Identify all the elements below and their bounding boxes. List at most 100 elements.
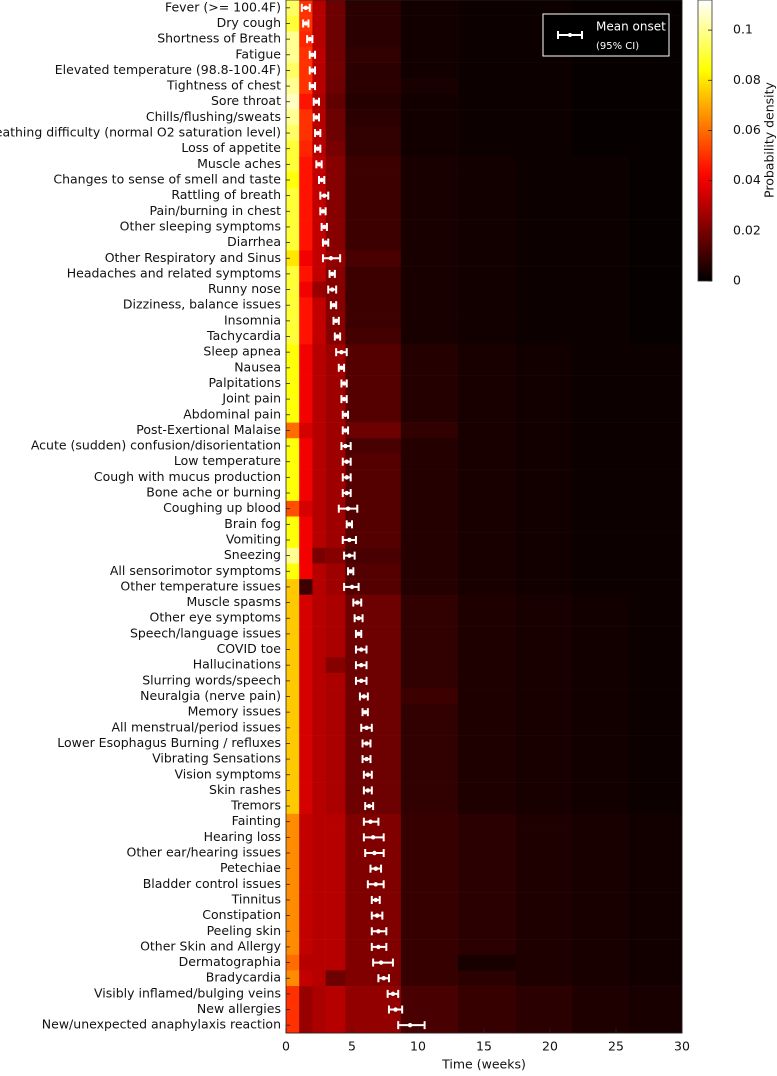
mean-onset	[349, 584, 355, 590]
heatmap-cell	[312, 735, 326, 752]
heatmap-cell	[286, 485, 300, 502]
heatmap-cell	[572, 469, 630, 486]
heatmap-cell	[515, 532, 573, 549]
heatmap-cell	[312, 657, 326, 674]
mean-onset	[359, 678, 364, 684]
heatmap-cell	[345, 15, 402, 32]
heatmap-cell	[299, 469, 313, 486]
heatmap-cell	[629, 391, 683, 408]
heatmap-cell	[312, 187, 326, 204]
heatmap-cell	[629, 704, 683, 721]
heatmap-cell	[515, 563, 573, 580]
heatmap-cell	[299, 626, 313, 643]
heatmap-cell	[400, 876, 458, 893]
heatmap-cell	[457, 688, 516, 705]
heatmap-cell	[457, 375, 516, 392]
heatmap-cell	[515, 579, 573, 596]
heatmap-cell	[515, 187, 573, 204]
heatmap-cell	[286, 172, 300, 189]
heatmap-cell	[299, 798, 313, 815]
heatmap-cell	[299, 719, 313, 736]
heatmap-cell	[345, 610, 402, 627]
heatmap-cell	[400, 782, 458, 799]
heatmap-cell	[400, 954, 458, 971]
heatmap-cell	[400, 31, 458, 48]
heatmap-cell	[457, 485, 516, 502]
heatmap-cell	[457, 657, 516, 674]
heatmap-cell	[515, 673, 573, 689]
heatmap-cell	[299, 93, 313, 110]
heatmap-cell	[345, 735, 402, 752]
heatmap-cell	[457, 453, 516, 470]
heatmap-cell	[286, 234, 300, 251]
heatmap-cell	[515, 485, 573, 502]
heatmap-cell	[457, 266, 516, 283]
heatmap-cell	[515, 93, 573, 110]
heatmap-cell	[345, 344, 402, 361]
y-tick-label: Tightness of chest	[166, 78, 281, 93]
heatmap-cell	[400, 156, 458, 173]
heatmap-cell	[400, 469, 458, 486]
heatmap-cell	[572, 954, 630, 971]
heatmap-cell	[312, 516, 326, 533]
heatmap-cell	[457, 939, 516, 956]
heatmap-cell	[572, 813, 630, 830]
heatmap-cell	[515, 406, 573, 423]
heatmap-cell	[400, 986, 458, 1002]
heatmap-cell	[457, 860, 516, 877]
heatmap-cell	[299, 657, 313, 674]
heatmap-cell	[345, 688, 402, 705]
y-tick-label: Fainting	[232, 813, 281, 828]
heatmap-cell	[515, 1017, 573, 1034]
heatmap-cell	[400, 1001, 458, 1018]
heatmap-cell	[457, 626, 516, 643]
heatmap-cell	[299, 876, 313, 893]
heatmap-cell	[629, 626, 683, 643]
heatmap-cell	[345, 719, 402, 736]
heatmap-cell	[299, 923, 313, 940]
heatmap-cell	[345, 125, 402, 142]
y-tick-label: Muscle spasms	[186, 594, 281, 609]
heatmap-cell	[629, 579, 683, 596]
heatmap-cell	[629, 266, 683, 283]
heatmap-cell	[345, 532, 402, 549]
heatmap-cell	[400, 328, 458, 345]
mean-onset	[303, 21, 308, 26]
mean-onset	[343, 428, 348, 433]
heatmap-cell	[515, 688, 573, 705]
heatmap-cell	[515, 876, 573, 893]
mean-onset	[370, 835, 376, 840]
legend-subtitle: (95% CI)	[596, 41, 639, 52]
heatmap-cell	[515, 970, 573, 987]
heatmap-cell	[325, 485, 346, 502]
y-tick-label: All menstrual/period issues	[112, 719, 282, 734]
heatmap-cell	[345, 375, 402, 392]
heatmap-cell	[286, 266, 300, 283]
heatmap-cell	[325, 46, 346, 63]
y-tick-label: Skin rashes	[209, 782, 281, 797]
mean-onset	[323, 240, 328, 245]
heatmap-cell	[299, 954, 313, 971]
heatmap-cell	[312, 860, 326, 877]
heatmap-cell	[457, 782, 516, 799]
heatmap-cell	[286, 203, 300, 220]
heatmap-cell	[345, 563, 402, 580]
x-tick-label: 25	[608, 1039, 624, 1054]
heatmap-cell	[572, 939, 630, 956]
heatmap-cell	[457, 594, 516, 611]
heatmap-cell	[572, 156, 630, 173]
mean-onset	[381, 976, 386, 981]
x-tick-label: 0	[282, 1039, 290, 1054]
heatmap-cell	[325, 829, 346, 846]
heatmap-cell	[286, 187, 300, 204]
heatmap-cell	[286, 500, 300, 517]
heatmap-cell	[572, 375, 630, 392]
heatmap-cell	[325, 516, 346, 533]
heatmap-cell	[515, 78, 573, 95]
heatmap-cell	[286, 876, 300, 893]
heatmap-cell	[299, 281, 313, 298]
heatmap-cell	[312, 986, 326, 1002]
heatmap-cell	[572, 422, 630, 439]
heatmap-cell	[312, 500, 326, 517]
heatmap-cell	[286, 970, 300, 987]
